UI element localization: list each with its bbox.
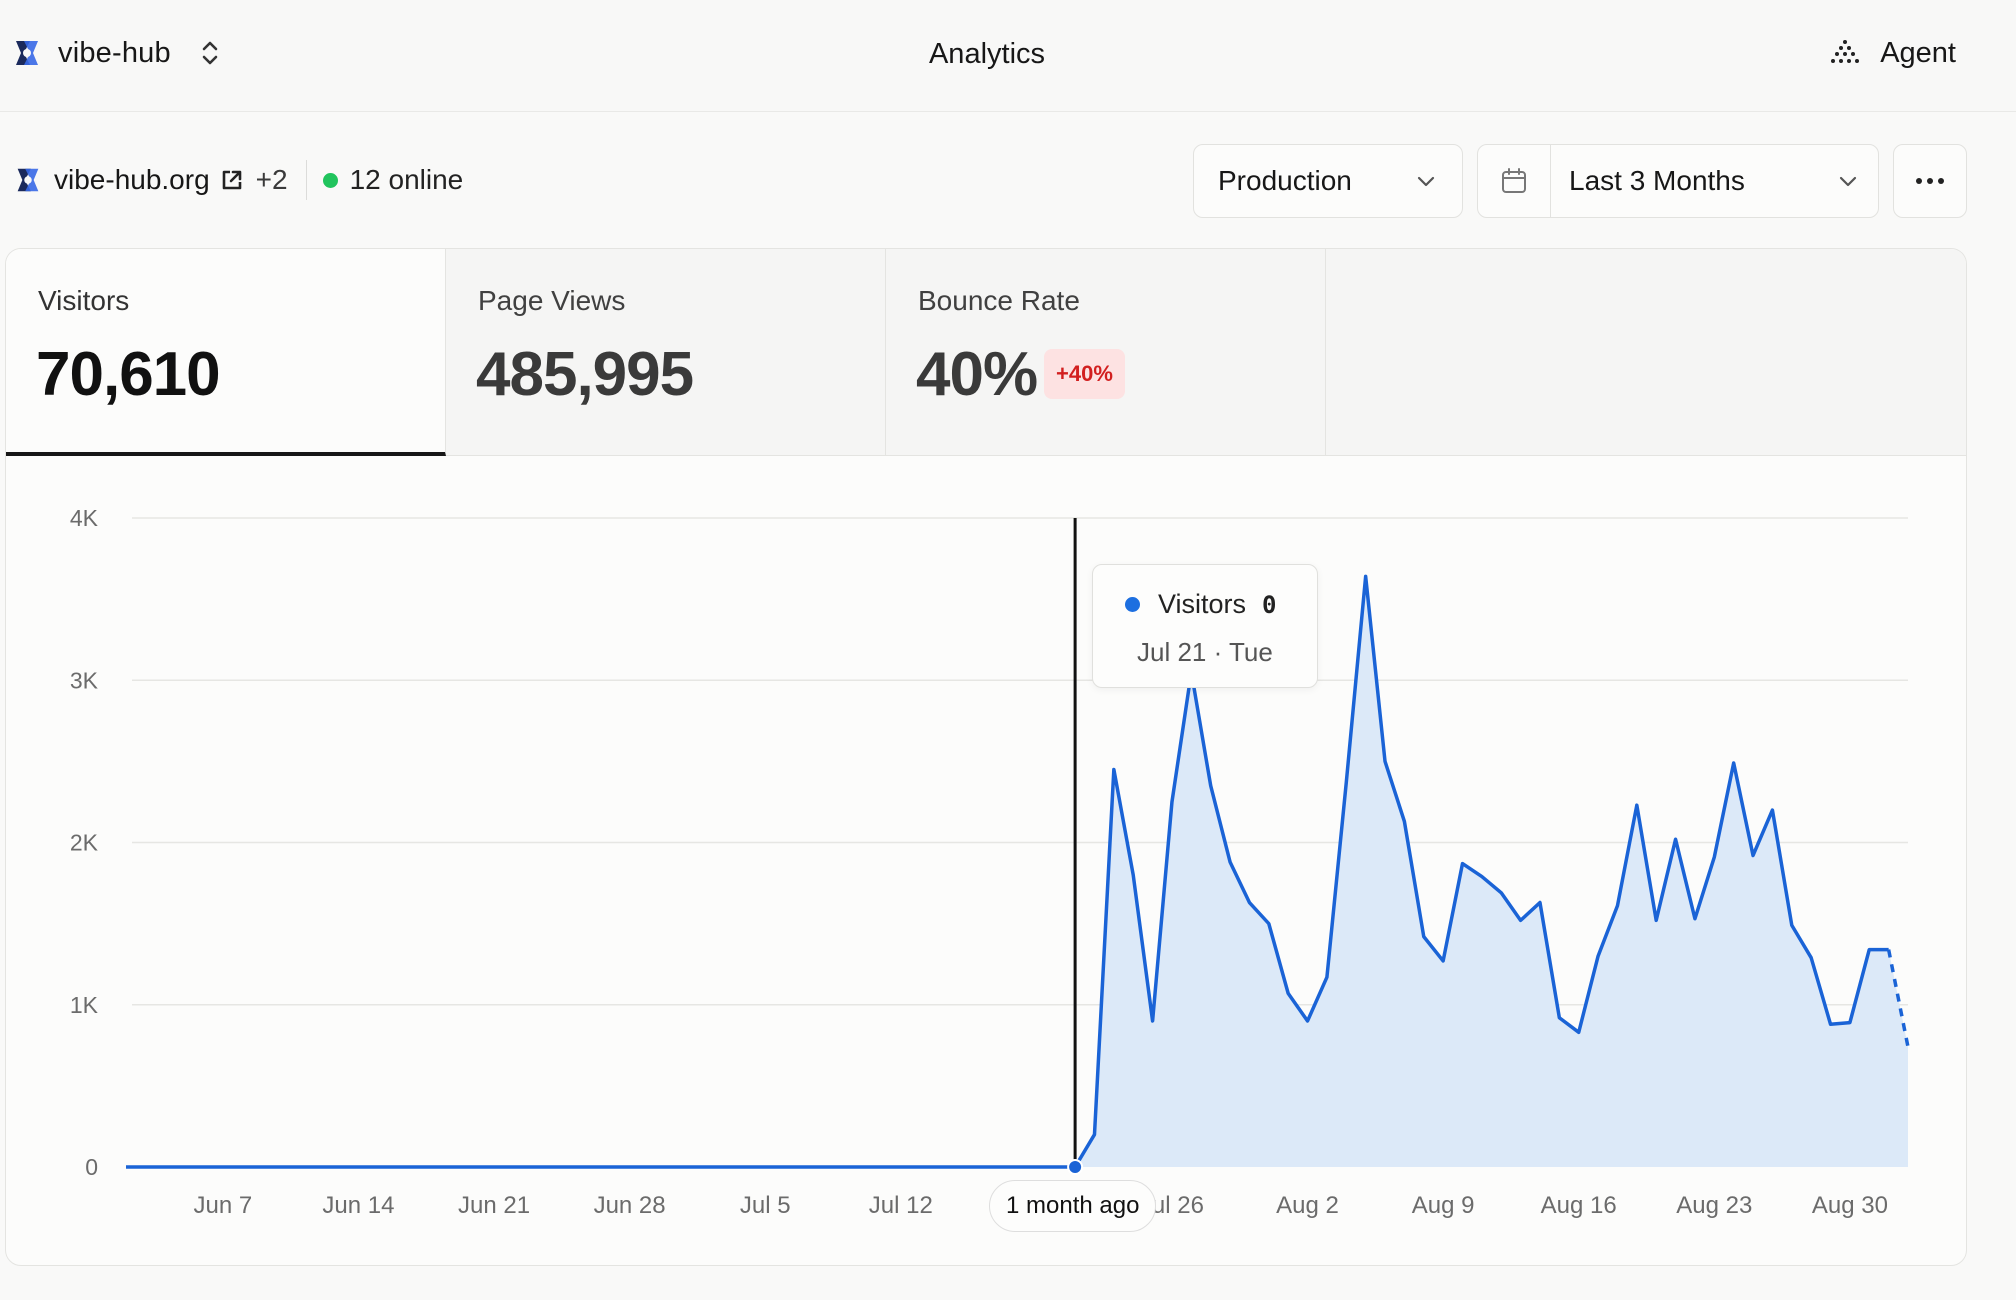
x-tick-label: Aug 2 — [1276, 1192, 1339, 1219]
visitors-label: Visitors — [38, 285, 130, 316]
site-info: vibe-hub.org +2 12 online — [12, 160, 463, 200]
y-tick-label: 0 — [85, 1154, 98, 1180]
visitors-value: 70,610 — [36, 340, 221, 409]
tooltip-value: 0 — [1262, 590, 1277, 619]
top-bar: vibe-hub Analytics Agent — [0, 0, 2016, 112]
x-tick-label: Aug 9 — [1412, 1192, 1475, 1219]
date-range-value: Last 3 Months — [1569, 165, 1745, 196]
visitors-line — [126, 574, 1889, 1169]
tab-empty-space — [1326, 249, 1966, 455]
visitors-projected-line — [1886, 949, 1910, 1048]
page-title: Analytics — [928, 38, 1046, 70]
cursor-point — [1067, 1159, 1084, 1175]
x-tick-label: Jul 12 — [869, 1192, 933, 1219]
tooltip-series-name: Visitors — [1158, 589, 1247, 619]
chevron-up-down-icon — [202, 41, 218, 65]
chart-tooltip: Visitors 0 Jul 21 · Tue — [1092, 564, 1318, 688]
date-range-select[interactable]: Last 3 Months — [1477, 144, 1879, 218]
tab-visitors[interactable]: Visitors 70,610 — [6, 249, 446, 456]
visitors-area — [126, 576, 1908, 1167]
vibe-hub-logo-icon — [16, 41, 38, 65]
visitors-chart[interactable]: 0 1K 2K 3K 4K Jun 7 Jun 14 Jun 21 Jun 28 Jul 5 Jul… — [6, 455, 1966, 1265]
tooltip-date: Jul 21 · Tue — [1137, 637, 1273, 667]
extra-domains-count[interactable]: +2 — [255, 164, 288, 195]
online-count: 12 online — [349, 164, 464, 195]
site-logo-icon — [17, 168, 39, 192]
environment-select[interactable]: Production — [1193, 144, 1463, 218]
x-tick-label: Jun 7 — [193, 1192, 252, 1219]
calendar-button[interactable] — [1478, 145, 1551, 217]
y-tick-label: 1K — [70, 992, 99, 1018]
ellipsis-icon — [1916, 178, 1944, 184]
bounce-value: 40% — [916, 340, 1038, 409]
chart-svg: 0 1K 2K 3K 4K Jun 7 Jun 14 Jun 21 Jun 28 Jul 5 Jul… — [70, 505, 1910, 1219]
cursor-date-pill: 1 month ago — [989, 1180, 1157, 1232]
x-tick-label: Jun 28 — [594, 1192, 666, 1219]
y-tick-label: 4K — [70, 505, 99, 531]
x-tick-label: Aug 23 — [1676, 1192, 1752, 1219]
divider — [305, 160, 307, 200]
bounce-label: Bounce Rate — [918, 285, 1080, 316]
chevron-down-icon — [1839, 176, 1857, 187]
x-tick-label: Jul 5 — [740, 1192, 791, 1219]
pageviews-label: Page Views — [478, 285, 626, 316]
project-name: vibe-hub — [58, 36, 171, 69]
environment-value: Production — [1218, 165, 1352, 196]
tab-bounce-rate[interactable]: Bounce Rate 40% +40% — [886, 249, 1326, 455]
x-tick-label: Jun 21 — [458, 1192, 530, 1219]
site-domain-link[interactable]: vibe-hub.org — [54, 164, 210, 195]
date-range-label-wrap: Last 3 Months — [1551, 165, 1878, 197]
y-tick-label: 3K — [70, 667, 99, 693]
tooltip-series-dot — [1125, 597, 1140, 612]
site-bar: vibe-hub.org +2 12 online — [0, 112, 2016, 246]
calendar-icon — [1502, 168, 1526, 193]
chevron-down-icon — [1417, 176, 1435, 187]
tooltip-series-row: Visitors 0 — [1125, 589, 1276, 620]
tab-page-views[interactable]: Page Views 485,995 — [446, 249, 886, 455]
more-options-button[interactable] — [1893, 144, 1967, 218]
external-link-icon[interactable] — [220, 168, 244, 192]
x-tick-label: Aug 30 — [1812, 1192, 1888, 1219]
agent-button[interactable]: Agent — [1828, 36, 1956, 70]
online-status-dot — [322, 172, 338, 188]
x-tick-label: Aug 16 — [1541, 1192, 1617, 1219]
agent-icon — [1831, 40, 1860, 63]
y-tick-label: 2K — [70, 830, 99, 856]
x-tick-label: Jun 14 — [322, 1192, 394, 1219]
bounce-change-badge: +40% — [1044, 349, 1125, 399]
project-switcher[interactable]: vibe-hub — [10, 36, 221, 70]
metric-tabs: Visitors 70,610 Page Views 485,995 Bounc… — [6, 249, 1966, 456]
agent-label: Agent — [1880, 36, 1956, 69]
pageviews-value: 485,995 — [476, 340, 694, 409]
analytics-card: Visitors 70,610 Page Views 485,995 Bounc… — [5, 248, 1967, 1266]
